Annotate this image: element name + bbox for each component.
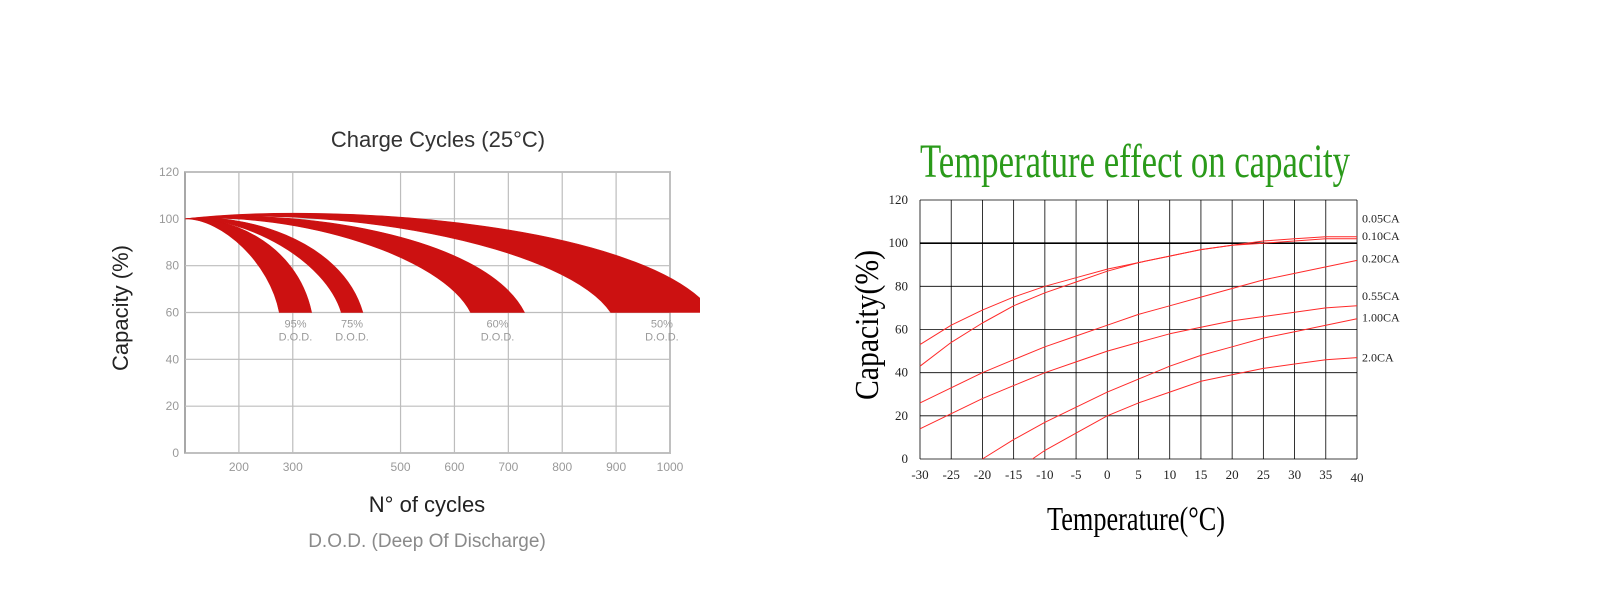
series-label: 1.00CA <box>1362 311 1400 325</box>
y-tick-label: 0 <box>902 451 909 466</box>
dod-label: D.O.D. <box>335 332 369 344</box>
x-tick-label: 700 <box>498 460 518 474</box>
grid <box>919 199 1358 460</box>
series-label: 0.10CA <box>1362 229 1400 243</box>
x-tick-label: 500 <box>391 460 411 474</box>
y-tick-label: 80 <box>895 278 908 293</box>
dod-percent-label: 50% <box>651 319 673 331</box>
dod-bands <box>184 212 700 313</box>
series-labels: 0.05CA 0.10CA 0.20CA 0.55CA 1.00CA 2.0CA <box>1362 212 1400 365</box>
x-tick-label: 5 <box>1135 467 1142 482</box>
x-tick-label: 15 <box>1194 467 1207 482</box>
x-tick-label: -10 <box>1036 467 1053 482</box>
dod-label: D.O.D. <box>645 332 679 344</box>
y-axis-label: Capacity(%) <box>849 250 886 400</box>
dod-band <box>184 215 525 313</box>
y-tick-label: 60 <box>166 306 180 320</box>
y-axis-label: Capacity (%) <box>108 245 133 371</box>
series-label: 0.20CA <box>1362 251 1400 265</box>
dod-band <box>184 212 700 313</box>
x-tick-label: 300 <box>283 460 303 474</box>
y-tick-label: 100 <box>159 212 179 226</box>
x-tick-label: -15 <box>1005 467 1022 482</box>
x-tick-label: 10 <box>1163 467 1176 482</box>
x-tick-label: 30 <box>1288 467 1301 482</box>
x-tick-label: -25 <box>943 467 960 482</box>
y-tick-label: 40 <box>895 365 908 380</box>
x-tick-label: -30 <box>911 467 928 482</box>
y-axis-ticks: 0 20 40 60 80 100 120 <box>889 192 909 466</box>
x-tick-label: 200 <box>229 460 249 474</box>
x-axis-ticks: 200 300 500 600 700 800 900 1000 <box>229 460 684 474</box>
y-tick-label: 80 <box>166 259 180 273</box>
series-label: 0.05CA <box>1362 212 1400 226</box>
y-tick-label: 20 <box>166 399 180 413</box>
x-axis-label: N° of cycles <box>369 492 485 517</box>
dod-band <box>184 217 364 313</box>
y-tick-label: 120 <box>159 165 179 179</box>
x-tick-label: 900 <box>606 460 626 474</box>
y-tick-label: 60 <box>895 322 908 337</box>
series-line <box>982 318 1358 460</box>
y-tick-label: 20 <box>895 408 908 423</box>
dod-band <box>184 218 313 313</box>
x-tick-label: 800 <box>552 460 572 474</box>
temperature-capacity-chart: Temperature effect on capacity 0.05CA 0.1… <box>849 135 1400 538</box>
x-tick-label: 25 <box>1257 467 1270 482</box>
x-tick-label: 35 <box>1319 467 1332 482</box>
chart-title: Charge Cycles (25°C) <box>331 127 545 152</box>
y-axis-ticks: 0 20 40 60 80 100 120 <box>159 165 179 460</box>
chart-subtitle: D.O.D. (Deep Of Discharge) <box>308 531 546 552</box>
dod-percent-label: 95% <box>284 319 306 331</box>
charge-cycles-chart: Charge Cycles (25°C) 95%D.O.D.75%D.O.D.6… <box>108 127 700 552</box>
x-axis-label: Temperature(°C) <box>1047 501 1225 538</box>
y-tick-label: 40 <box>166 352 180 366</box>
chart-title: Temperature effect on capacity <box>920 135 1350 188</box>
series-line <box>919 305 1358 430</box>
dod-annotations: 95%D.O.D.75%D.O.D.60%D.O.D.50%D.O.D. <box>279 319 679 344</box>
series-line <box>919 259 1358 404</box>
x-axis-ticks: -30 -25 -20 -15 -10 -5 0 5 10 15 20 25 30 35 40 <box>911 467 1363 485</box>
dod-label: D.O.D. <box>481 332 515 344</box>
x-tick-label: -20 <box>974 467 991 482</box>
dod-percent-label: 60% <box>487 319 509 331</box>
series-label: 2.0CA <box>1362 351 1394 365</box>
series-lines <box>919 236 1358 460</box>
dod-label: D.O.D. <box>279 332 313 344</box>
x-tick-label: 1000 <box>657 460 684 474</box>
dod-percent-label: 75% <box>341 319 363 331</box>
y-tick-label: 0 <box>172 446 179 460</box>
x-tick-label: 40 <box>1351 470 1364 485</box>
x-tick-label: 0 <box>1104 467 1111 482</box>
series-label: 0.55CA <box>1362 289 1400 303</box>
series-line <box>919 238 1357 367</box>
x-tick-label: 600 <box>444 460 464 474</box>
x-tick-label: -5 <box>1071 467 1082 482</box>
x-tick-label: 20 <box>1226 467 1239 482</box>
series-line <box>1032 357 1358 460</box>
y-tick-label: 120 <box>889 192 909 207</box>
y-tick-label: 100 <box>889 235 909 250</box>
